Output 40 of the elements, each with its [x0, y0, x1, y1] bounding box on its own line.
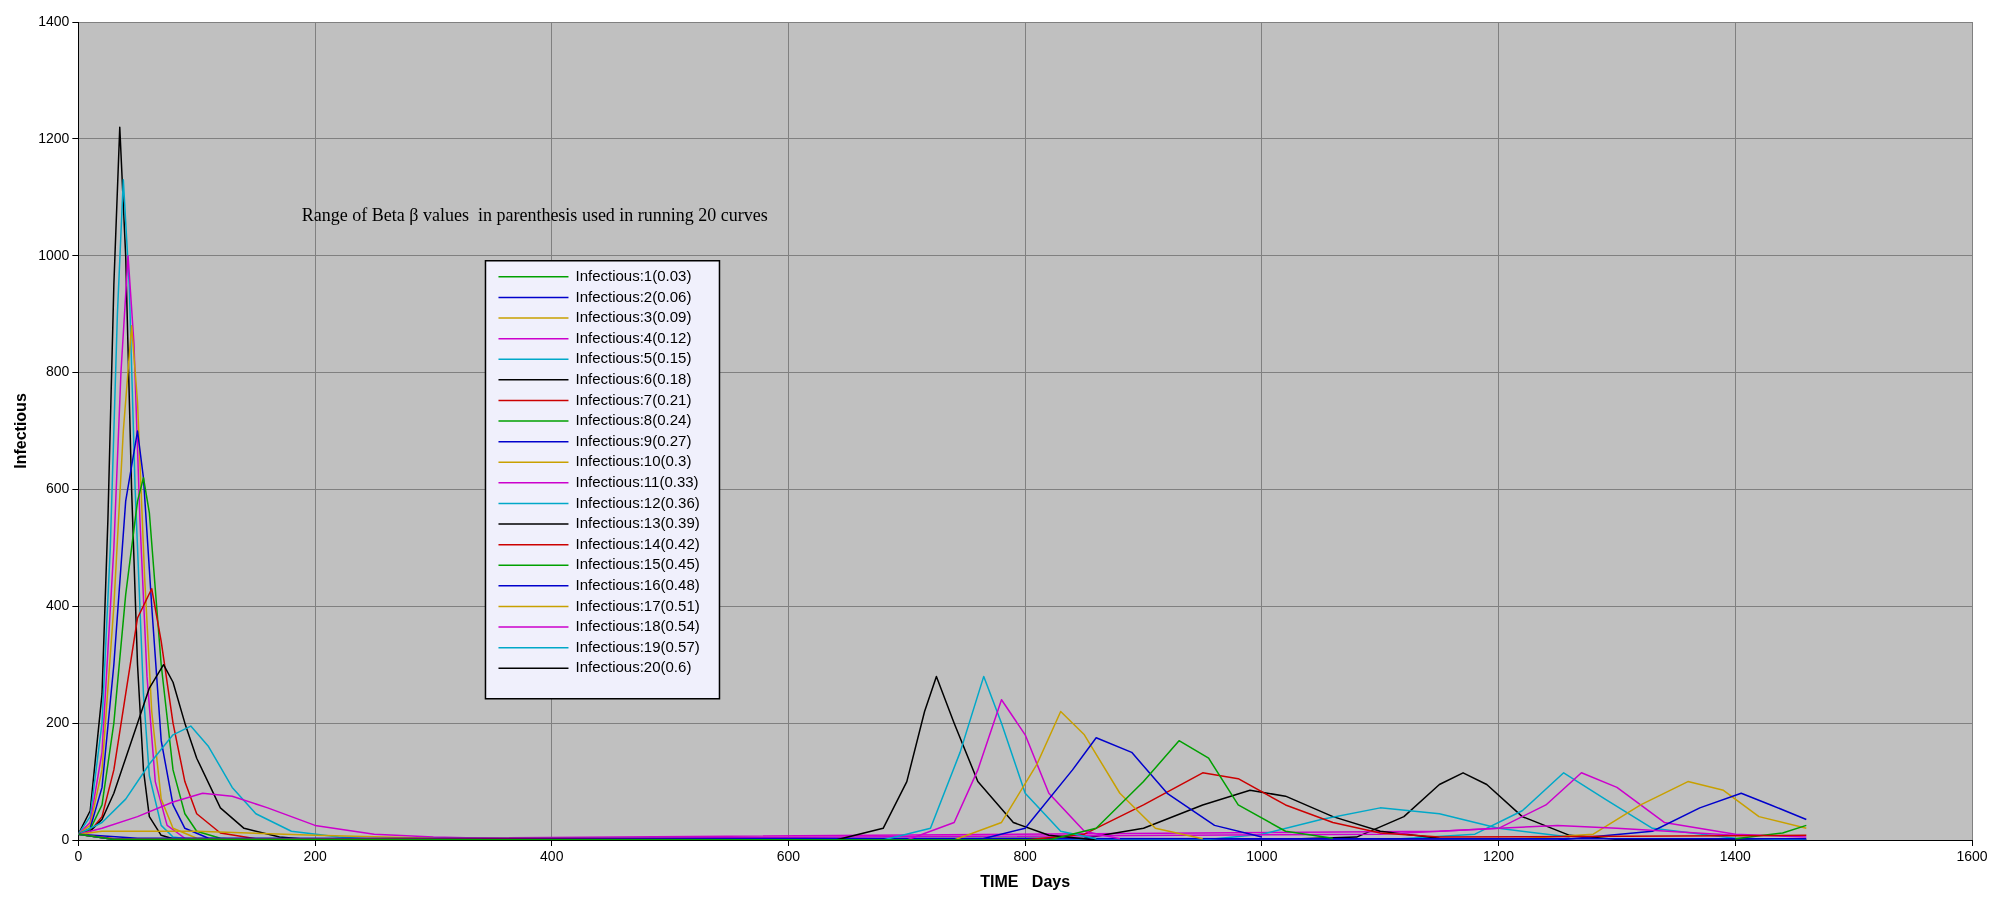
x-tick-label: 200	[303, 848, 327, 865]
legend-label: Infectious:20(0.6)	[575, 658, 692, 676]
x-axis-title: TIME Days	[980, 872, 1071, 890]
legend-label: Infectious:2(0.06)	[575, 287, 692, 305]
legend-label: Infectious:18(0.54)	[575, 617, 700, 635]
y-tick-label: 400	[45, 597, 70, 614]
legend-label: Infectious:14(0.42)	[575, 534, 700, 552]
x-tick-label: 1400	[1719, 848, 1752, 865]
y-axis-title: Infectious	[12, 393, 30, 469]
legend-label: Infectious:9(0.27)	[575, 431, 692, 449]
y-tick-label: 1200	[38, 129, 70, 146]
annotation: Range of Beta β values in parenthesis used in running 20 curves	[301, 205, 768, 226]
y-tick-label: 1400	[38, 12, 70, 29]
x-tick-label: 1000	[1246, 848, 1278, 865]
legend-label: Infectious:1(0.03)	[575, 267, 692, 284]
x-tick-label: 1200	[1483, 848, 1515, 865]
legend-label: Infectious:12(0.36)	[575, 493, 700, 511]
legend-label: Infectious:8(0.24)	[575, 411, 692, 429]
x-tick-label: 0	[74, 848, 83, 865]
x-tick-label: 400	[540, 848, 564, 865]
y-tick-label: 0	[61, 830, 70, 847]
y-tick-label: 800	[45, 363, 70, 380]
legend-label: Infectious:17(0.51)	[575, 596, 700, 614]
x-tick-label: 1600	[1956, 848, 1988, 865]
x-tick-label: 800	[1013, 848, 1038, 865]
legend-label: Infectious:15(0.45)	[575, 555, 700, 573]
legend-label: Infectious:19(0.57)	[575, 637, 700, 655]
legend-label: Infectious:13(0.39)	[575, 514, 700, 532]
y-tick-label: 200	[45, 714, 70, 730]
y-tick-label: 600	[45, 480, 70, 497]
legend-label: Infectious:10(0.3)	[575, 452, 692, 470]
x-tick-label: 600	[776, 848, 801, 865]
legend-label: Infectious:5(0.15)	[575, 349, 692, 367]
legend-label: Infectious:4(0.12)	[575, 328, 692, 346]
y-tick-label: 1000	[38, 246, 70, 263]
legend-label: Infectious:16(0.48)	[575, 576, 700, 593]
legend-label: Infectious:6(0.18)	[575, 370, 692, 387]
legend-label: Infectious:7(0.21)	[575, 390, 692, 408]
legend-label: Infectious:3(0.09)	[575, 308, 692, 326]
legend-label: Infectious:11(0.33)	[575, 473, 699, 490]
